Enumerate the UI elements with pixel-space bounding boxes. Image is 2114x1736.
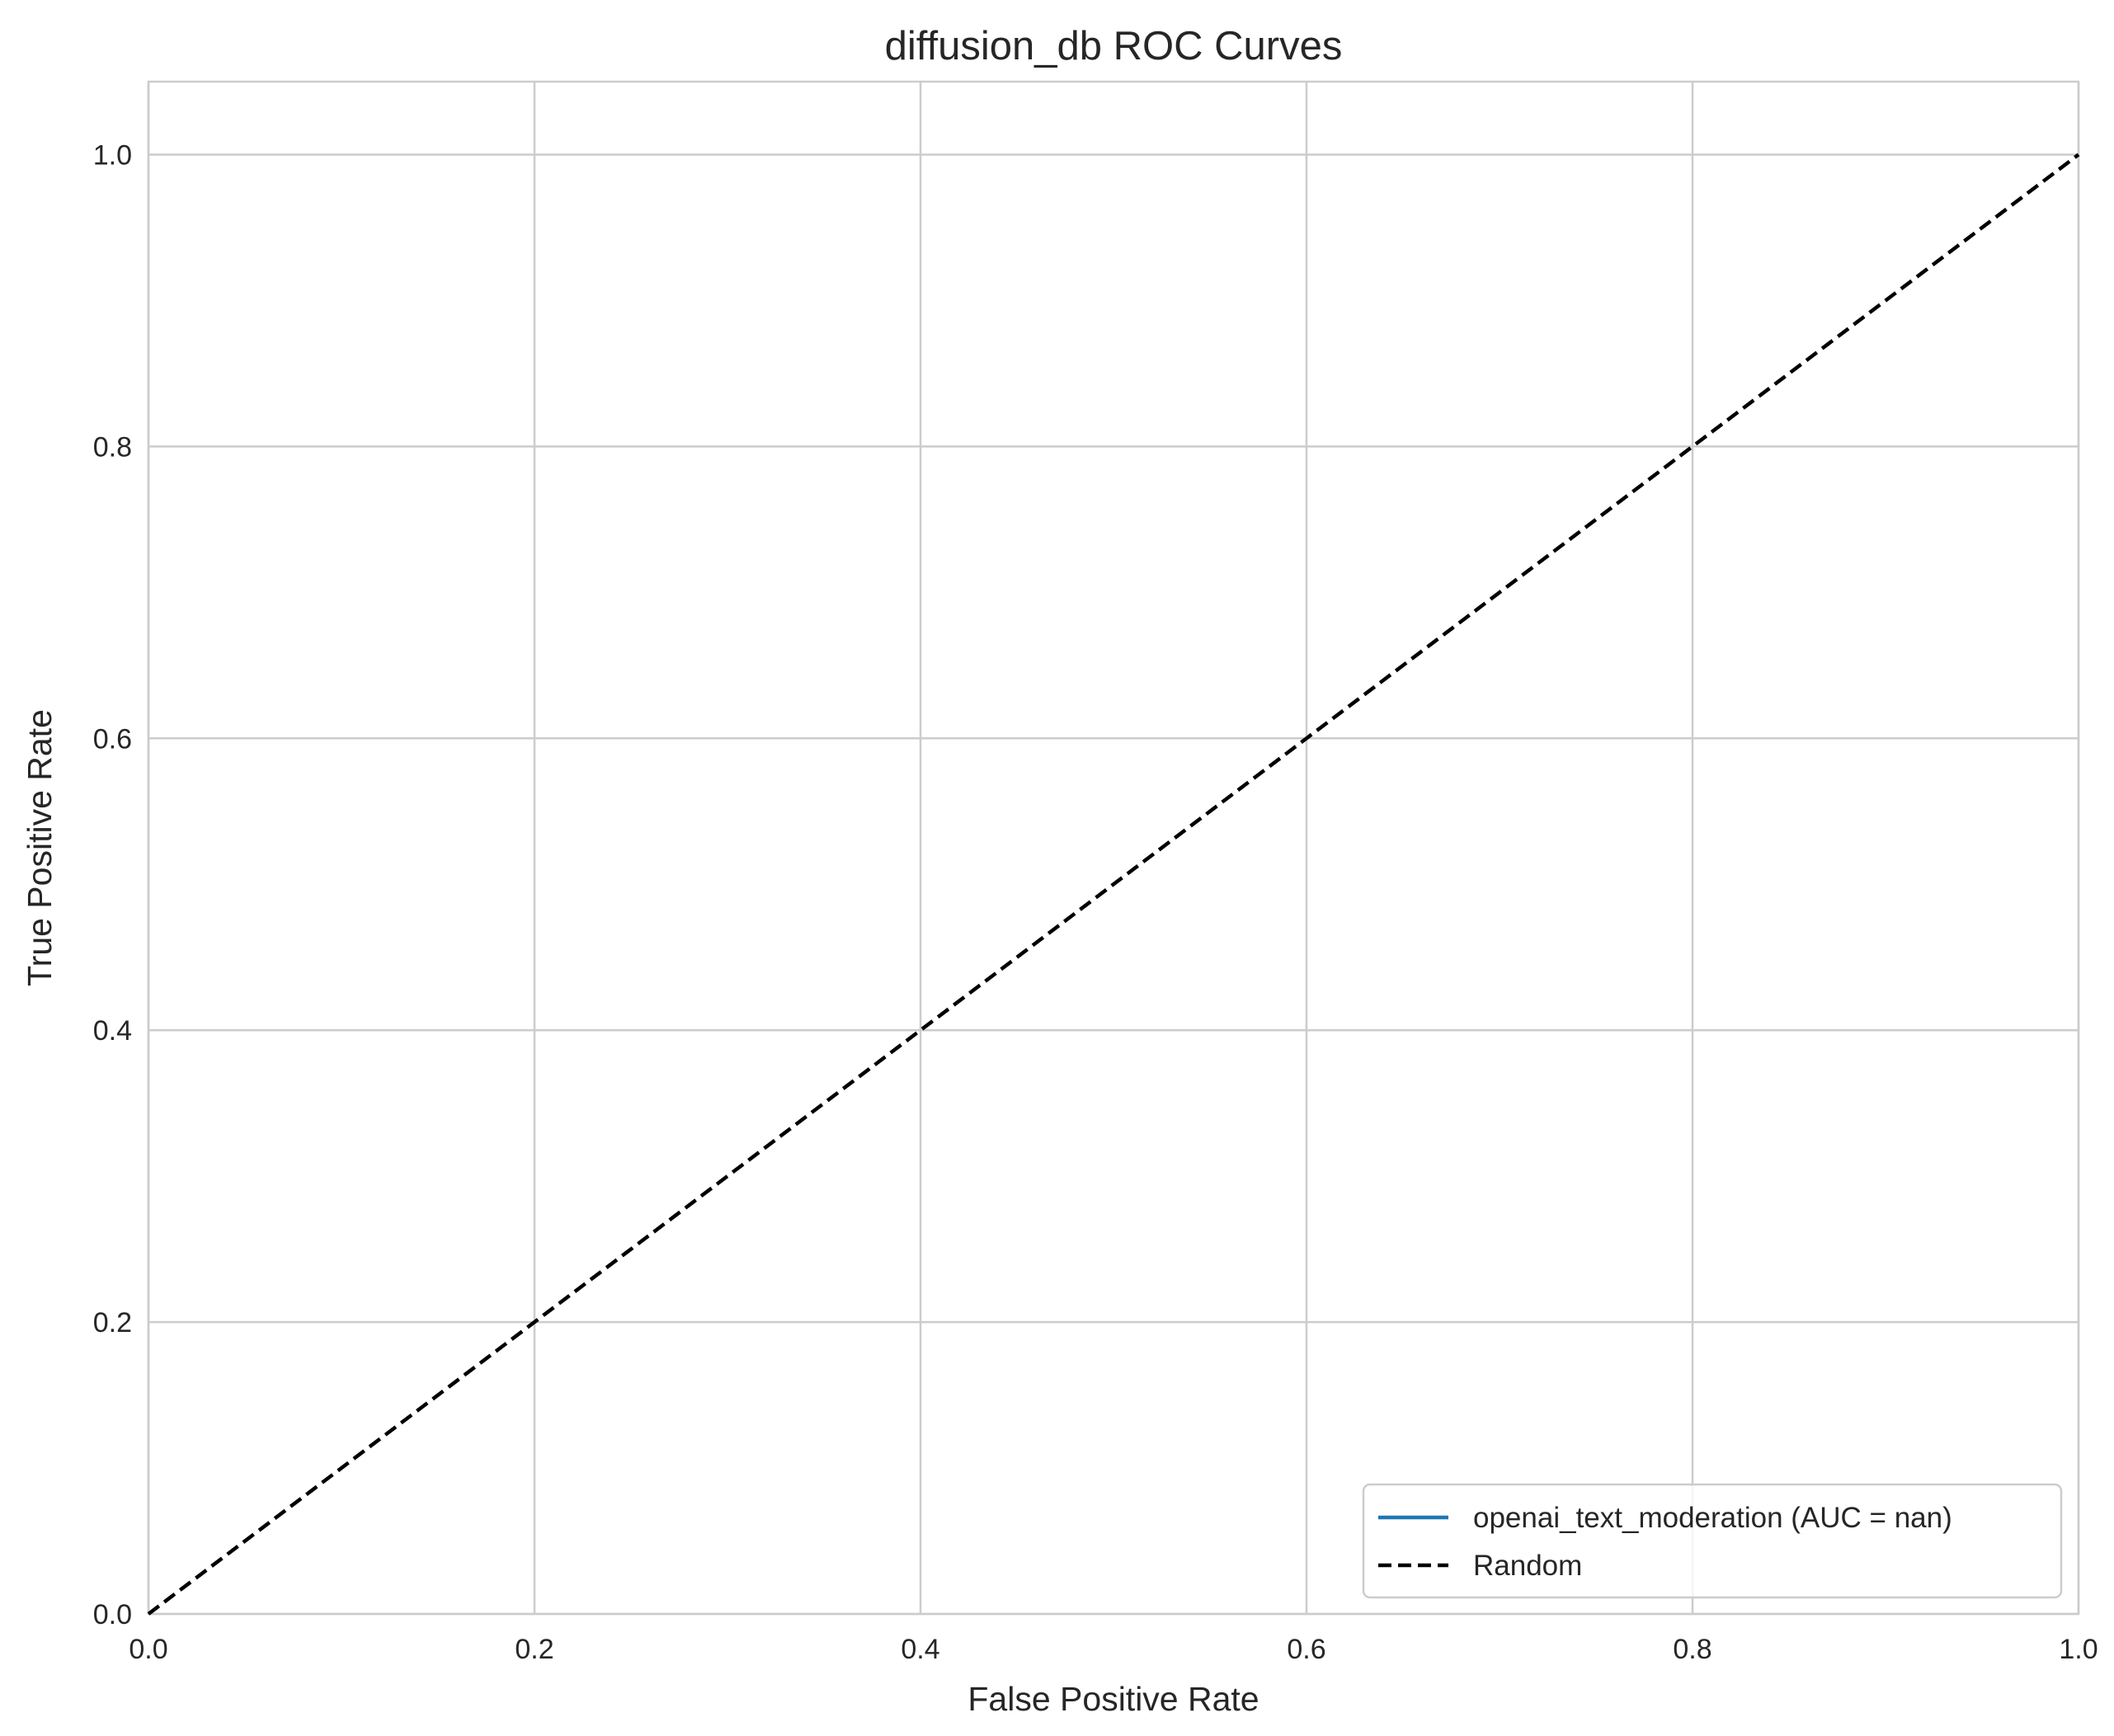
y-axis-label: True Positive Rate xyxy=(21,709,59,986)
y-tick-label: 0.0 xyxy=(93,1599,132,1630)
y-tick-label: 0.4 xyxy=(93,1015,132,1047)
legend-label: Random xyxy=(1473,1550,1582,1582)
plot-frame xyxy=(147,80,2080,1616)
x-tick-label: 0.4 xyxy=(901,1634,939,1665)
x-tick-label: 0.2 xyxy=(515,1634,553,1665)
x-tick-label: 0.8 xyxy=(1673,1634,1711,1665)
y-tick-label: 0.8 xyxy=(93,431,132,463)
legend-label: openai_text_moderation (AUC = nan) xyxy=(1473,1502,1952,1534)
x-tick-label: 0.0 xyxy=(129,1634,167,1665)
x-tick-label: 0.6 xyxy=(1287,1634,1325,1665)
chart-title: diffusion_db ROC Curves xyxy=(885,24,1343,68)
x-tick-label: 1.0 xyxy=(2059,1634,2098,1665)
y-tick-label: 1.0 xyxy=(93,139,132,171)
series-lines xyxy=(147,153,2080,1616)
legend-box xyxy=(1362,1483,2063,1599)
random-baseline-line xyxy=(147,153,2080,1616)
tick-labels: 0.0 0.2 0.4 0.6 0.8 1.0 0.0 0.2 0.4 0.6 0.8 1.0 xyxy=(93,139,2098,1665)
y-tick-label: 0.6 xyxy=(93,723,132,755)
y-tick-label: 0.2 xyxy=(93,1307,132,1338)
legend: openai_text_moderation (AUC = nan) Random xyxy=(1362,1483,2063,1599)
x-axis-label: False Positive Rate xyxy=(968,1680,1259,1718)
